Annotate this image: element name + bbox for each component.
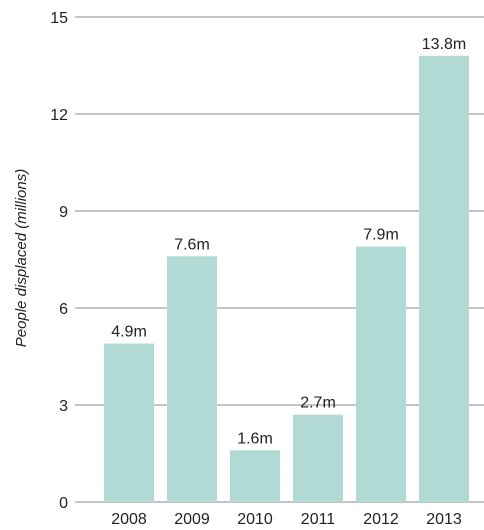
- x-tick-label: 2011: [301, 511, 336, 528]
- bar-2011: [293, 414, 343, 502]
- x-tick-label: 2013: [426, 511, 462, 528]
- y-tick-label: 6: [59, 301, 68, 318]
- x-tick-label: 2008: [111, 511, 147, 528]
- y-tick-label: 9: [59, 204, 68, 221]
- bar-2008: [104, 343, 154, 502]
- data-label-2011: 2.7m: [300, 395, 336, 412]
- y-axis-label: People displaced (millions): [13, 169, 30, 347]
- bar-2010: [230, 450, 280, 502]
- y-tick-label: 3: [59, 398, 68, 415]
- bar-2013: [419, 55, 469, 503]
- x-tick-label: 2012: [363, 511, 399, 528]
- y-tick-label: 0: [59, 495, 68, 512]
- data-label-2012: 7.9m: [363, 227, 399, 244]
- y-tick-label: 15: [50, 10, 68, 27]
- x-tick-label: 2010: [237, 511, 273, 528]
- bar-2012: [356, 246, 406, 502]
- y-tick-label: 12: [50, 107, 68, 124]
- x-tick-label: 2009: [174, 511, 210, 528]
- bar-2009: [167, 256, 217, 502]
- data-label-2008: 4.9m: [111, 324, 147, 341]
- data-label-2010: 1.6m: [237, 430, 273, 447]
- data-label-2009: 7.6m: [174, 236, 210, 253]
- data-label-2013: 13.8m: [422, 36, 466, 53]
